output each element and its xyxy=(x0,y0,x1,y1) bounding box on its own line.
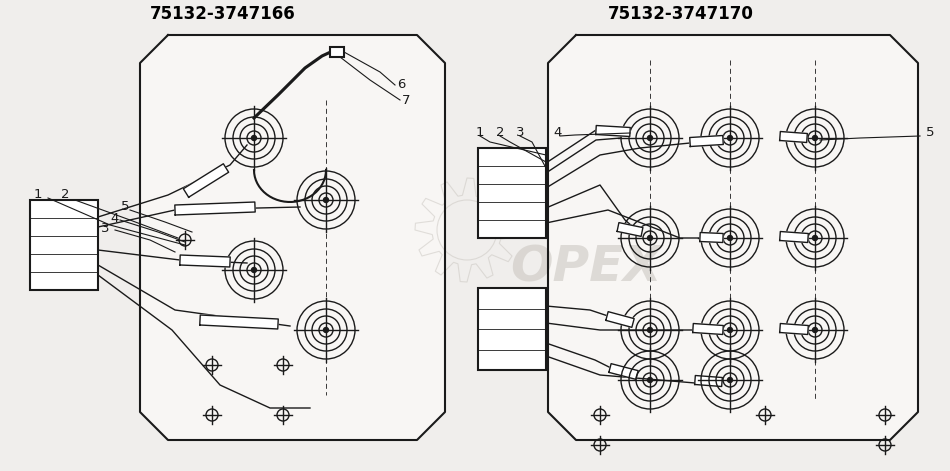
Polygon shape xyxy=(690,136,723,146)
Text: 3: 3 xyxy=(516,127,524,139)
Circle shape xyxy=(252,268,256,273)
Polygon shape xyxy=(596,125,630,137)
Circle shape xyxy=(252,136,256,140)
Circle shape xyxy=(728,327,732,333)
Text: 5: 5 xyxy=(925,127,934,139)
Circle shape xyxy=(648,327,653,333)
Text: 1: 1 xyxy=(34,188,42,202)
Text: 1: 1 xyxy=(476,127,484,139)
Circle shape xyxy=(812,236,818,241)
Polygon shape xyxy=(180,255,230,267)
Bar xyxy=(478,148,546,238)
Polygon shape xyxy=(609,364,638,379)
Circle shape xyxy=(324,327,329,333)
Circle shape xyxy=(648,236,653,241)
Bar xyxy=(30,200,98,290)
Polygon shape xyxy=(183,164,229,197)
Polygon shape xyxy=(780,324,808,334)
Circle shape xyxy=(728,236,732,241)
Circle shape xyxy=(812,136,818,140)
Circle shape xyxy=(812,327,818,333)
Polygon shape xyxy=(548,35,918,440)
Text: 2: 2 xyxy=(61,188,69,202)
Polygon shape xyxy=(780,232,808,243)
Text: 4: 4 xyxy=(554,127,562,139)
Polygon shape xyxy=(780,131,808,143)
Text: 3: 3 xyxy=(101,221,109,235)
Polygon shape xyxy=(693,324,723,334)
Text: OPEX: OPEX xyxy=(510,244,662,292)
Text: 7: 7 xyxy=(402,94,410,106)
Text: 75132-3747166: 75132-3747166 xyxy=(150,5,295,23)
Text: 2: 2 xyxy=(496,127,504,139)
Polygon shape xyxy=(200,315,278,329)
Polygon shape xyxy=(694,375,722,387)
Circle shape xyxy=(728,136,732,140)
Text: 6: 6 xyxy=(397,79,406,91)
Text: 4: 4 xyxy=(111,211,119,225)
Text: 5: 5 xyxy=(121,201,129,213)
Circle shape xyxy=(324,197,329,203)
Circle shape xyxy=(728,377,732,382)
Polygon shape xyxy=(618,223,643,236)
Circle shape xyxy=(648,136,653,140)
Bar xyxy=(478,288,546,370)
Bar xyxy=(330,47,344,57)
Polygon shape xyxy=(700,233,723,243)
Polygon shape xyxy=(175,202,256,215)
Circle shape xyxy=(648,377,653,382)
Polygon shape xyxy=(140,35,445,440)
Text: 75132-3747170: 75132-3747170 xyxy=(608,5,754,23)
Polygon shape xyxy=(606,312,635,327)
